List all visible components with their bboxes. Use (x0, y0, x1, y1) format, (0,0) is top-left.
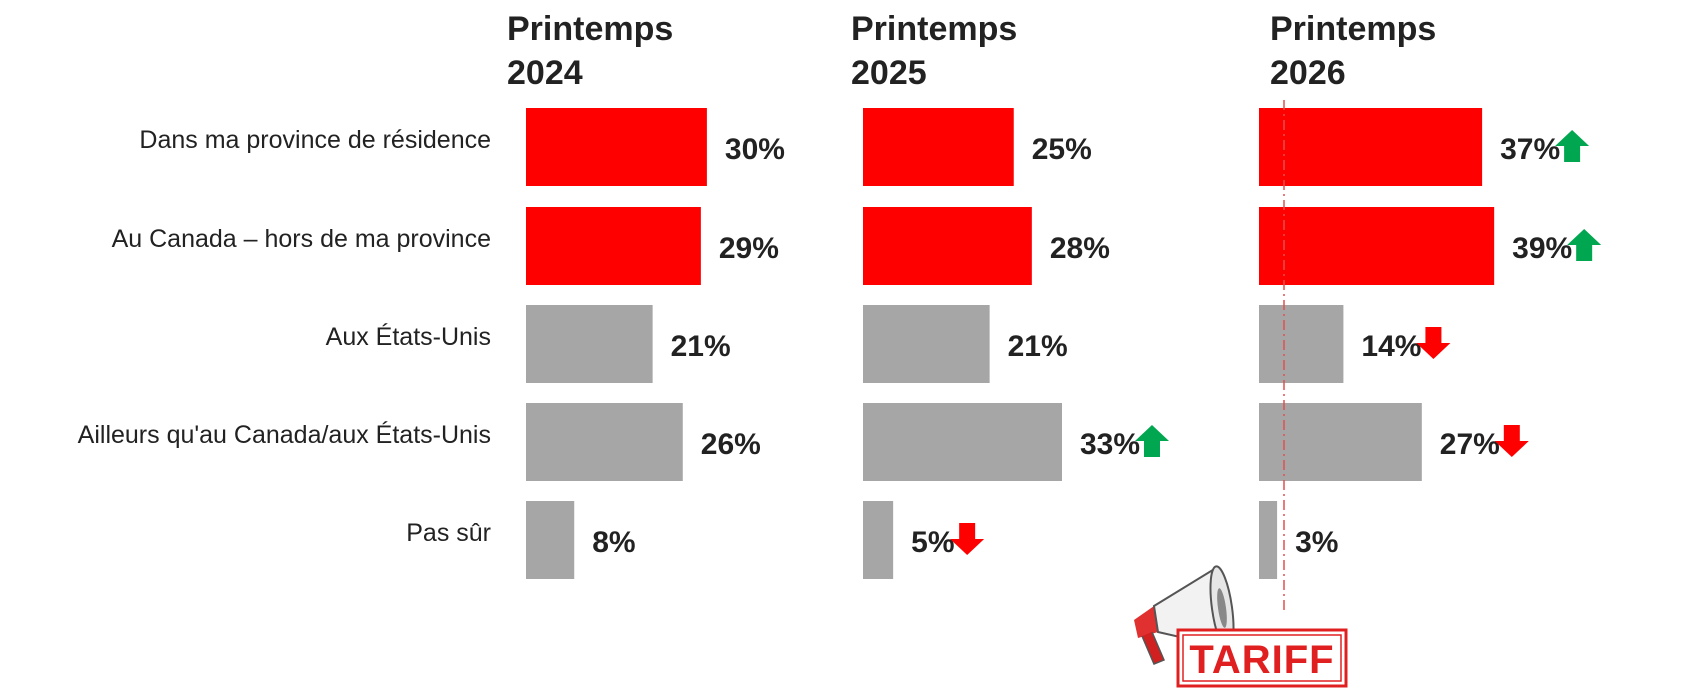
value-label: 37% (1500, 133, 1560, 166)
panel-title: Printemps (851, 10, 1017, 48)
panel-2: Printemps 2025 25% 28% 21% 33% 5% (851, 10, 1169, 579)
category-label: Au Canada – hors de ma province (112, 225, 491, 253)
value-label: 3% (1295, 526, 1338, 559)
bar (1259, 403, 1422, 481)
panel-title-year: 2025 (851, 54, 927, 92)
tariff-badge: TARIFF (1134, 565, 1348, 688)
bar (863, 207, 1032, 285)
value-label: 39% (1512, 232, 1572, 265)
bar (526, 305, 653, 383)
bar (1259, 207, 1495, 285)
category-label: Aux États-Unis (326, 322, 491, 351)
category-label: Pas sûr (406, 519, 491, 547)
panel-1: Printemps 2024 30% 29% 21% 26% 8% (507, 10, 785, 579)
value-label: 8% (592, 526, 635, 559)
category-label: Dans ma province de résidence (139, 126, 491, 154)
value-label: 29% (719, 232, 779, 265)
arrow-up-icon (1134, 425, 1169, 457)
panel-title: Printemps (1270, 10, 1436, 48)
bar (526, 501, 575, 579)
bar (1259, 108, 1483, 186)
bar (863, 108, 1014, 186)
bar (1259, 305, 1344, 383)
chart-panels: Printemps 2024 30% 29% 21% 26% 8% Printemps 2025… (507, 10, 1602, 579)
panel-title-year: 2026 (1270, 54, 1346, 92)
bar (863, 501, 894, 579)
value-label: 21% (1008, 330, 1068, 363)
bar (526, 207, 701, 285)
bar (863, 403, 1062, 481)
value-label: 27% (1440, 428, 1500, 461)
arrow-down-icon (1494, 425, 1529, 457)
bar (1259, 501, 1278, 579)
bar (863, 305, 990, 383)
megaphone-icon (1134, 565, 1235, 665)
value-label: 14% (1361, 330, 1421, 363)
category-labels: Dans ma province de résidence Au Canada –… (78, 126, 491, 547)
bar (526, 108, 707, 186)
arrow-down-icon (950, 523, 985, 555)
tariff-stamp-text: TARIFF (1189, 638, 1334, 682)
value-label: 33% (1080, 428, 1140, 461)
arrow-up-icon (1567, 229, 1602, 261)
tariff-stamp: TARIFF (1176, 628, 1348, 688)
panel-title: Printemps (507, 10, 673, 48)
panel-title-year: 2024 (507, 54, 583, 92)
value-label: 25% (1032, 133, 1092, 166)
arrow-up-icon (1555, 130, 1590, 162)
value-label: 26% (701, 428, 761, 461)
value-label: 28% (1050, 232, 1110, 265)
value-label: 30% (725, 133, 785, 166)
bar (526, 403, 683, 481)
value-label: 21% (671, 330, 731, 363)
panel-3: Printemps 2026 37% 39% 14% 27% 3% (1259, 10, 1602, 579)
value-label: 5% (911, 526, 954, 559)
arrow-down-icon (1416, 327, 1451, 359)
category-label: Ailleurs qu'au Canada/aux États-Unis (78, 420, 491, 449)
